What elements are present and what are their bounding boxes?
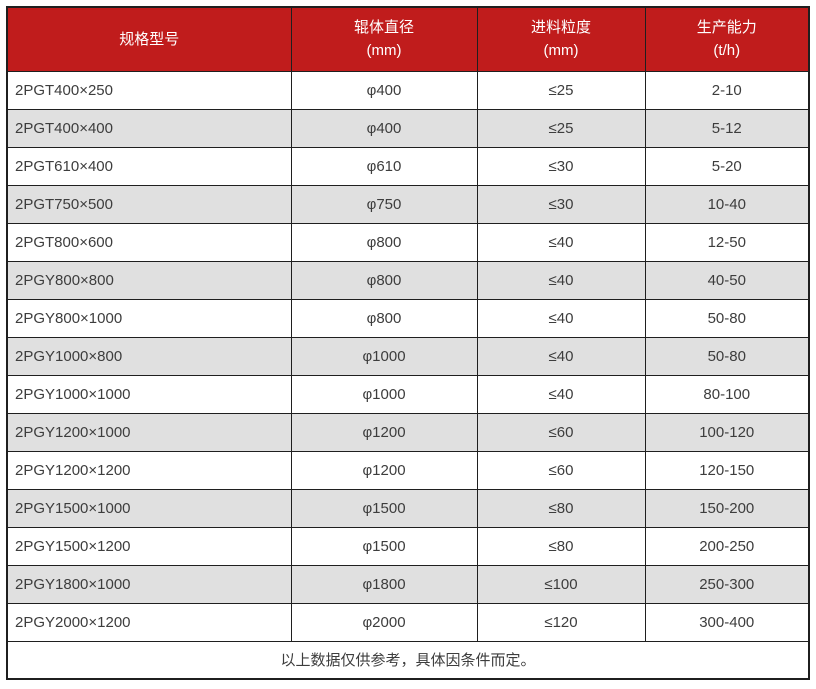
table-row: 2PGY1200×1000 φ1200 ≤60 100-120 — [6, 412, 810, 452]
cell-feed-size: ≤25 — [476, 108, 646, 148]
cell-roller-diameter: φ400 — [290, 70, 478, 110]
cell-model: 2PGY1000×800 — [6, 336, 292, 376]
cell-feed-size: ≤100 — [476, 564, 646, 604]
table-row: 2PGT800×600 φ800 ≤40 12-50 — [6, 222, 810, 262]
table-row: 2PGT400×400 φ400 ≤25 5-12 — [6, 108, 810, 148]
table-row: 2PGY800×1000 φ800 ≤40 50-80 — [6, 298, 810, 338]
cell-capacity: 10-40 — [644, 184, 810, 224]
cell-roller-diameter: φ750 — [290, 184, 478, 224]
table-row: 2PGY1500×1000 φ1500 ≤80 150-200 — [6, 488, 810, 528]
cell-model: 2PGY1000×1000 — [6, 374, 292, 414]
footer-note: 以上数据仅供参考，具体因条件而定。 — [6, 640, 810, 680]
cell-model: 2PGT400×250 — [6, 70, 292, 110]
table-row: 2PGY1000×800 φ1000 ≤40 50-80 — [6, 336, 810, 376]
cell-roller-diameter: φ1500 — [290, 526, 478, 566]
header-unit-capacity: (t/h) — [713, 42, 741, 60]
cell-model: 2PGY1200×1200 — [6, 450, 292, 490]
table-row: 2PGT400×250 φ400 ≤25 2-10 — [6, 70, 810, 110]
cell-feed-size: ≤60 — [476, 412, 646, 452]
cell-model: 2PGY1500×1200 — [6, 526, 292, 566]
header-unit-feed-size: (mm) — [543, 42, 579, 60]
cell-feed-size: ≤80 — [476, 526, 646, 566]
cell-feed-size: ≤30 — [476, 146, 646, 186]
cell-model: 2PGY1800×1000 — [6, 564, 292, 604]
header-row: 规格型号 辊体直径 (mm) 进料粒度 (mm) 生产能力 (t/h) — [6, 6, 810, 72]
header-label-feed-size: 进料粒度 — [530, 19, 591, 37]
cell-model: 2PGY800×800 — [6, 260, 292, 300]
cell-capacity: 12-50 — [644, 222, 810, 262]
cell-capacity: 120-150 — [644, 450, 810, 490]
table-row: 2PGY1200×1200 φ1200 ≤60 120-150 — [6, 450, 810, 490]
table-row: 2PGT610×400 φ610 ≤30 5-20 — [6, 146, 810, 186]
header-label-capacity: 生产能力 — [696, 19, 757, 37]
cell-feed-size: ≤40 — [476, 298, 646, 338]
table-row: 2PGY1500×1200 φ1500 ≤80 200-250 — [6, 526, 810, 566]
cell-model: 2PGT610×400 — [6, 146, 292, 186]
cell-roller-diameter: φ800 — [290, 260, 478, 300]
cell-roller-diameter: φ400 — [290, 108, 478, 148]
header-cell-roller-diameter: 辊体直径 (mm) — [290, 6, 478, 72]
cell-capacity: 2-10 — [644, 70, 810, 110]
cell-roller-diameter: φ1000 — [290, 336, 478, 376]
cell-model: 2PGT800×600 — [6, 222, 292, 262]
footer-row: 以上数据仅供参考，具体因条件而定。 — [6, 640, 810, 680]
header-cell-model: 规格型号 — [6, 6, 292, 72]
cell-roller-diameter: φ610 — [290, 146, 478, 186]
cell-capacity: 5-12 — [644, 108, 810, 148]
cell-roller-diameter: φ1500 — [290, 488, 478, 528]
cell-capacity: 200-250 — [644, 526, 810, 566]
cell-roller-diameter: φ800 — [290, 298, 478, 338]
cell-roller-diameter: φ1800 — [290, 564, 478, 604]
cell-roller-diameter: φ1200 — [290, 450, 478, 490]
header-label-model: 规格型号 — [119, 30, 180, 48]
cell-capacity: 80-100 — [644, 374, 810, 414]
table-row: 2PGT750×500 φ750 ≤30 10-40 — [6, 184, 810, 224]
table-footer: 以上数据仅供参考，具体因条件而定。 — [6, 640, 810, 680]
table-row: 2PGY2000×1200 φ2000 ≤120 300-400 — [6, 602, 810, 642]
cell-feed-size: ≤80 — [476, 488, 646, 528]
cell-roller-diameter: φ2000 — [290, 602, 478, 642]
cell-feed-size: ≤30 — [476, 184, 646, 224]
cell-model: 2PGY1500×1000 — [6, 488, 292, 528]
cell-model: 2PGT750×500 — [6, 184, 292, 224]
table-body: 2PGT400×250 φ400 ≤25 2-10 2PGT400×400 φ400 ≤25… — [6, 70, 810, 642]
cell-capacity: 50-80 — [644, 336, 810, 376]
cell-feed-size: ≤60 — [476, 450, 646, 490]
cell-feed-size: ≤25 — [476, 70, 646, 110]
table-header: 规格型号 辊体直径 (mm) 进料粒度 (mm) 生产能力 (t/h) — [6, 6, 810, 72]
cell-capacity: 40-50 — [644, 260, 810, 300]
header-label-roller-diameter: 辊体直径 — [353, 19, 414, 37]
header-cell-capacity: 生产能力 (t/h) — [644, 6, 810, 72]
cell-roller-diameter: φ1200 — [290, 412, 478, 452]
header-unit-roller-diameter: (mm) — [366, 42, 402, 60]
cell-capacity: 300-400 — [644, 602, 810, 642]
cell-feed-size: ≤120 — [476, 602, 646, 642]
cell-model: 2PGY2000×1200 — [6, 602, 292, 642]
cell-roller-diameter: φ1000 — [290, 374, 478, 414]
table-row: 2PGY1000×1000 φ1000 ≤40 80-100 — [6, 374, 810, 414]
spec-table: 规格型号 辊体直径 (mm) 进料粒度 (mm) 生产能力 (t/h) 2PGT… — [6, 6, 810, 680]
cell-model: 2PGY800×1000 — [6, 298, 292, 338]
cell-roller-diameter: φ800 — [290, 222, 478, 262]
cell-capacity: 250-300 — [644, 564, 810, 604]
cell-feed-size: ≤40 — [476, 336, 646, 376]
cell-model: 2PGT400×400 — [6, 108, 292, 148]
cell-capacity: 5-20 — [644, 146, 810, 186]
header-cell-feed-size: 进料粒度 (mm) — [476, 6, 646, 72]
cell-feed-size: ≤40 — [476, 222, 646, 262]
cell-feed-size: ≤40 — [476, 260, 646, 300]
cell-capacity: 50-80 — [644, 298, 810, 338]
cell-capacity: 150-200 — [644, 488, 810, 528]
table-row: 2PGY800×800 φ800 ≤40 40-50 — [6, 260, 810, 300]
cell-feed-size: ≤40 — [476, 374, 646, 414]
table-row: 2PGY1800×1000 φ1800 ≤100 250-300 — [6, 564, 810, 604]
cell-capacity: 100-120 — [644, 412, 810, 452]
cell-model: 2PGY1200×1000 — [6, 412, 292, 452]
